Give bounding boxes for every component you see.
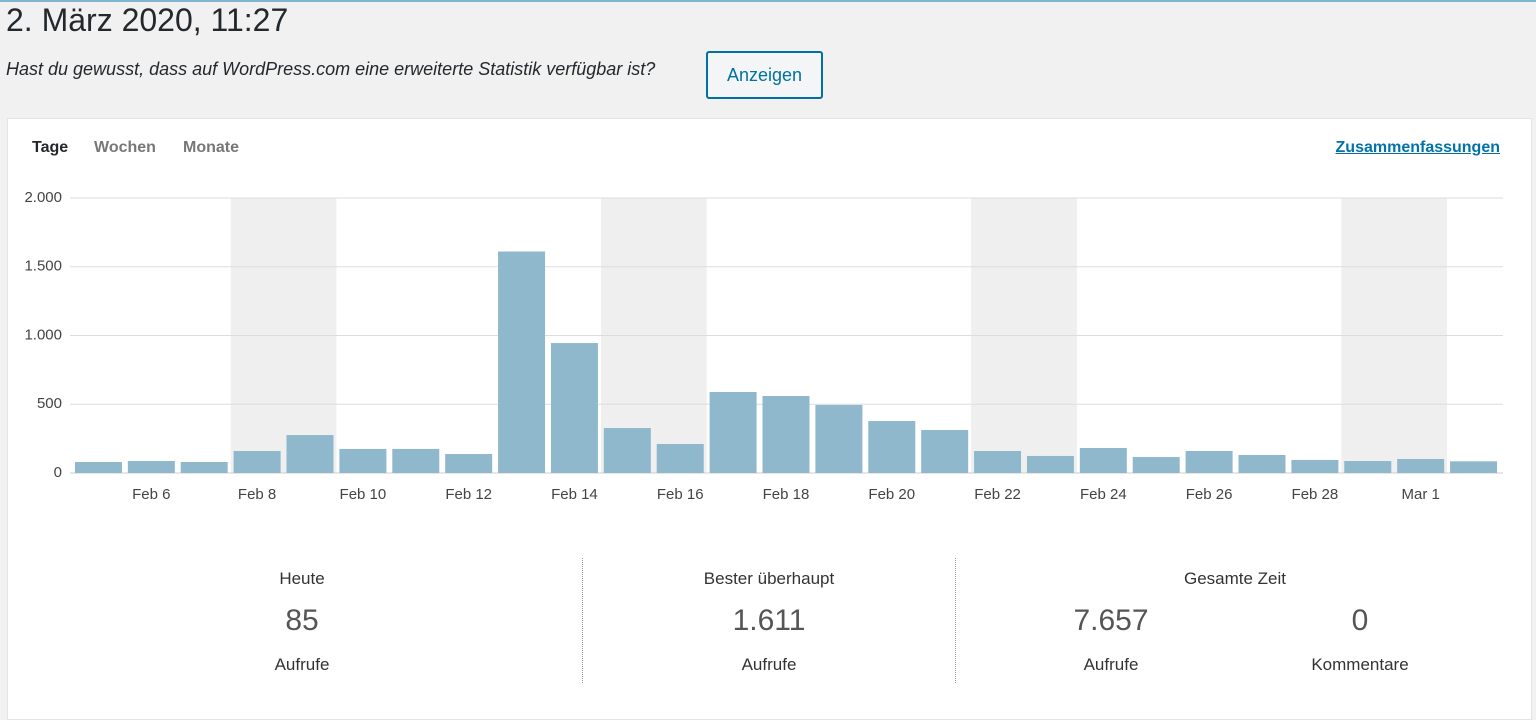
y-tick-label: 2.000 [24,189,62,206]
x-tick-label: Feb 22 [974,486,1021,503]
bar [286,435,334,473]
y-tick-label: 1.000 [24,326,62,343]
tab[interactable]: Tage [32,139,69,156]
bar [180,462,228,473]
bar [392,448,440,473]
x-tick-label: Feb 18 [763,486,810,503]
bar [656,443,704,473]
bar [127,461,175,473]
stat-label: Aufrufe [741,655,797,674]
bar [1132,457,1180,473]
notice: Hast du gewusst, dass auf WordPress.com … [6,59,656,79]
bar [974,451,1022,473]
bar [498,251,546,473]
summary-link[interactable]: Zusammenfassungen [1335,139,1500,156]
x-tick-label: Feb 8 [238,486,276,503]
bar [868,421,916,473]
bar [1450,461,1498,473]
bar [1238,454,1286,473]
page-title: 2. März 2020, 11:27 [6,2,289,38]
x-tick-label: Feb 20 [868,486,915,503]
y-tick-label: 0 [54,464,62,481]
stat-title: Gesamte Zeit [1183,569,1287,588]
bar [815,404,863,473]
show-button[interactable]: Anzeigen [706,51,823,99]
x-tick-label: Feb 14 [551,486,598,503]
tab[interactable]: Monate [183,139,239,156]
x-tick-label: Feb 24 [1080,486,1127,503]
bar [1344,461,1392,473]
x-tick-label: Feb 16 [657,486,704,503]
stat-label: Kommentare [1311,655,1409,674]
divider [582,558,583,683]
stat-label: Aufrufe [1083,655,1139,674]
stat-title: Heute [279,569,325,588]
top-line [0,0,1536,2]
y-tick-label: 500 [37,395,62,412]
bar [1185,451,1233,473]
bar [233,451,281,473]
bar [1291,459,1339,473]
bar [550,343,598,473]
bar [1026,455,1074,473]
x-tick-label: Feb 6 [132,486,170,503]
y-tick-label: 1.500 [24,258,62,275]
bar [762,396,810,473]
bar [709,392,757,473]
x-tick-label: Feb 12 [445,486,492,503]
x-tick-label: Feb 28 [1292,486,1339,503]
bar [1397,458,1445,473]
stat-value: 7.657 [1073,604,1149,637]
x-tick-label: Feb 10 [340,486,387,503]
stat-title: Bester überhaupt [703,569,835,588]
bar [921,429,969,473]
bar [603,428,651,473]
stat-value: 85 [285,604,319,637]
bar [74,462,122,473]
bar [339,448,387,473]
tab[interactable]: Wochen [94,139,156,156]
stat-value: 1.611 [732,604,806,637]
bar [445,454,493,473]
divider [955,558,956,683]
bar [1079,447,1127,473]
x-tick-label: Mar 1 [1401,486,1439,503]
stat-value: 0 [1351,604,1369,637]
stat-label: Aufrufe [274,655,330,674]
x-tick-label: Feb 26 [1186,486,1233,503]
